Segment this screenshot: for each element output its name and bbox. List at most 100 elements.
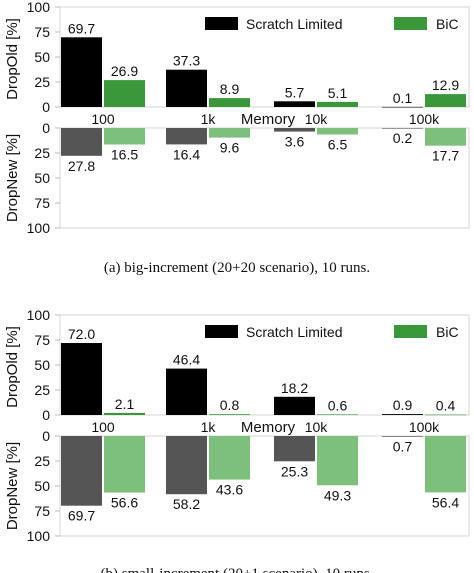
x-category-label: 1k — [201, 111, 217, 127]
top-bar-bic — [317, 101, 358, 107]
bottom-data-label-bic: 56.6 — [111, 495, 138, 511]
bottom-data-label-scratch-limited: 25.3 — [281, 463, 308, 479]
top-data-label-scratch-limited: 37.3 — [173, 53, 200, 69]
top-bar-bic — [425, 94, 466, 107]
legend-label-bic: BiC — [436, 324, 459, 340]
bottom-data-label-bic: 6.5 — [328, 137, 348, 153]
legend-label-scratch-limited: Scratch Limited — [246, 324, 342, 340]
top-data-label-bic: 0.4 — [436, 398, 456, 414]
top-bar-scratch-limited — [166, 69, 207, 107]
top-y-tick-label: 50 — [34, 357, 50, 373]
top-bar-bic — [425, 414, 466, 416]
figure-caption: (b) small-increment (20+1 scenario), 10 … — [101, 566, 374, 573]
bottom-bar-scratch-limited — [61, 128, 102, 156]
bottom-bar-bic — [104, 436, 145, 493]
bottom-y-tick-label: 25 — [34, 145, 50, 161]
top-y-tick-label: 0 — [42, 407, 50, 423]
x-category-label: 100k — [409, 419, 440, 435]
x-axis-label: Memory — [241, 111, 296, 128]
bottom-bar-bic — [317, 128, 358, 135]
bottom-data-label-scratch-limited: 16.4 — [173, 146, 200, 162]
bottom-bar-bic — [425, 436, 466, 493]
top-bar-bic — [317, 414, 358, 415]
bottom-data-label-bic: 16.5 — [111, 147, 138, 163]
top-data-label-scratch-limited: 18.2 — [281, 380, 308, 396]
top-bar-scratch-limited — [382, 106, 423, 108]
top-data-label-bic: 12.9 — [432, 77, 459, 93]
bottom-y-tick-label: 75 — [34, 195, 50, 211]
bottom-data-label-bic: 9.6 — [220, 140, 240, 156]
bottom-data-label-scratch-limited: 69.7 — [68, 508, 95, 524]
bottom-y-axis-label: DropNew [%] — [4, 134, 21, 222]
bottom-y-tick-label: 25 — [34, 453, 50, 469]
top-y-tick-label: 50 — [34, 49, 50, 65]
top-data-label-scratch-limited: 72.0 — [68, 326, 95, 342]
top-bar-scratch-limited — [61, 37, 102, 107]
top-y-axis-label: DropOld [%] — [4, 326, 21, 408]
top-data-label-bic: 5.1 — [328, 85, 348, 101]
legend-swatch-scratch-limited — [205, 17, 238, 30]
legend-swatch-scratch-limited — [205, 325, 238, 338]
x-category-label: 1k — [201, 419, 217, 435]
top-data-label-bic: 8.9 — [220, 81, 240, 97]
x-category-label: 100 — [91, 111, 115, 127]
top-y-tick-label: 75 — [34, 332, 50, 348]
bottom-y-tick-label: 100 — [27, 220, 51, 236]
bottom-y-axis-label: DropNew [%] — [4, 442, 21, 530]
top-data-label-scratch-limited: 46.4 — [173, 352, 200, 368]
top-y-tick-label: 0 — [42, 99, 50, 115]
bottom-bar-scratch-limited — [274, 436, 315, 462]
top-data-label-bic: 0.8 — [220, 397, 240, 413]
top-y-tick-label: 25 — [34, 382, 50, 398]
bottom-y-tick-label: 50 — [34, 170, 50, 186]
bottom-y-tick-label: 0 — [42, 428, 50, 444]
bottom-bar-bic — [209, 128, 250, 138]
chart-panel-b: 0 25 50 75 100 0 25 50 75 100 DropOld [%] DropNew [… — [4, 307, 470, 573]
top-y-tick-label: 25 — [34, 74, 50, 90]
x-category-label: 100k — [409, 111, 440, 127]
top-bar-scratch-limited — [274, 396, 315, 415]
top-data-label-scratch-limited: 0.1 — [393, 90, 413, 106]
bottom-data-label-scratch-limited: 0.2 — [393, 130, 413, 146]
top-bar-bic — [104, 412, 145, 415]
bottom-bar-bic — [317, 436, 358, 486]
top-data-label-scratch-limited: 5.7 — [285, 84, 305, 100]
bottom-y-tick-label: 75 — [34, 503, 50, 519]
x-category-label: 100 — [91, 419, 115, 435]
figure-caption: (a) big-increment (20+20 scenario), 10 r… — [104, 260, 370, 276]
bottom-data-label-bic: 56.4 — [432, 494, 459, 510]
bottom-data-label-bic: 49.3 — [324, 487, 351, 503]
bottom-bar-scratch-limited — [382, 128, 423, 129]
x-category-label: 10k — [305, 419, 329, 435]
top-y-axis-label: DropOld [%] — [4, 18, 21, 100]
bottom-y-tick-label: 50 — [34, 478, 50, 494]
top-data-label-bic: 2.1 — [115, 396, 135, 412]
bottom-bar-bic — [425, 128, 466, 146]
bottom-bar-bic — [209, 436, 250, 480]
bottom-data-label-scratch-limited: 3.6 — [285, 134, 305, 150]
bottom-bar-bic — [104, 128, 145, 145]
legend-swatch-bic — [394, 17, 427, 30]
bottom-bar-scratch-limited — [166, 436, 207, 495]
chart-panel-a: 0 25 50 75 100 0 25 50 75 100 DropOld [%] DropNew [… — [4, 0, 470, 276]
legend-label-bic: BiC — [436, 16, 459, 32]
top-y-tick-label: 100 — [27, 0, 51, 15]
top-bar-scratch-limited — [61, 343, 102, 415]
bottom-bar-scratch-limited — [382, 436, 423, 437]
x-category-label: 10k — [305, 111, 329, 127]
top-bar-bic — [104, 80, 145, 107]
bottom-bar-scratch-limited — [274, 128, 315, 132]
top-bar-scratch-limited — [382, 414, 423, 415]
bottom-y-tick-label: 100 — [27, 528, 51, 544]
top-bar-bic — [209, 98, 250, 107]
legend-label-scratch-limited: Scratch Limited — [246, 16, 342, 32]
top-data-label-bic: 0.6 — [328, 397, 348, 413]
x-axis-label: Memory — [241, 419, 296, 436]
top-data-label-scratch-limited: 69.7 — [68, 20, 95, 36]
top-y-tick-label: 75 — [34, 24, 50, 40]
top-bar-bic — [209, 414, 250, 415]
bottom-bar-scratch-limited — [166, 128, 207, 145]
top-y-tick-label: 100 — [27, 307, 51, 323]
bottom-bar-scratch-limited — [61, 436, 102, 506]
